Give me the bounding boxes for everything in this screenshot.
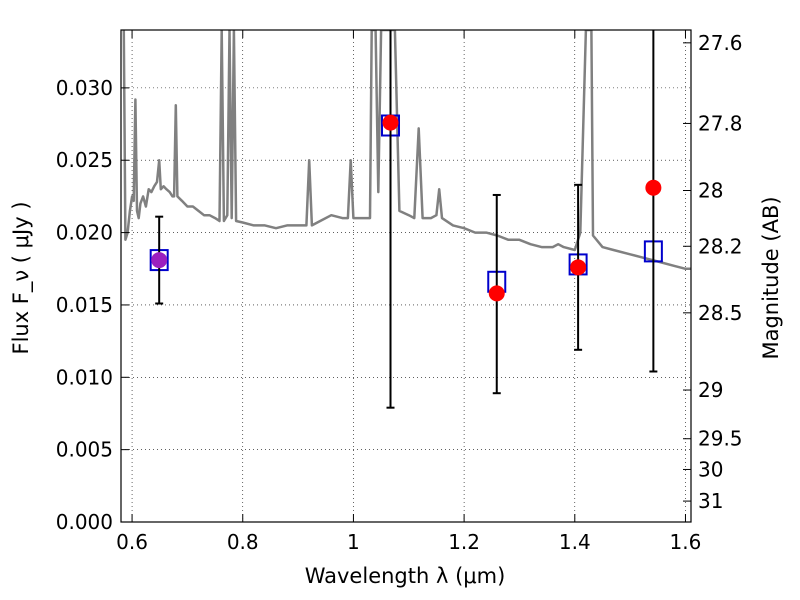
x-axis-label: Wavelength λ (μm) bbox=[305, 564, 506, 588]
x-tick-label: 1 bbox=[347, 530, 360, 554]
x-tick-label: 1.2 bbox=[448, 530, 480, 554]
magnitude-tick-label: 30 bbox=[698, 457, 723, 481]
observed-point bbox=[488, 285, 505, 302]
magnitude-tick-label: 27.8 bbox=[698, 111, 743, 135]
magnitude-tick-label: 28.2 bbox=[698, 234, 743, 258]
x-tick-label: 0.6 bbox=[116, 530, 148, 554]
y-tick-label: 0.005 bbox=[56, 438, 113, 462]
y-axis-label-right: Magnitude (AB) bbox=[759, 196, 783, 359]
magnitude-tick-label: 28.5 bbox=[698, 301, 743, 325]
magnitude-tick-label: 29 bbox=[698, 378, 723, 402]
y-tick-label: 0.015 bbox=[56, 293, 113, 317]
x-tick-label: 1.6 bbox=[670, 530, 702, 554]
plot-frame bbox=[120, 29, 692, 523]
grid-lines bbox=[121, 30, 691, 523]
observed-point bbox=[382, 114, 399, 131]
magnitude-tick-label: 31 bbox=[698, 489, 723, 513]
x-tick-label: 0.8 bbox=[227, 530, 259, 554]
model-spectrum-line bbox=[122, 30, 691, 271]
axes-frame bbox=[120, 29, 692, 523]
y-tick-label: 0.020 bbox=[56, 221, 113, 245]
observed-points-layer bbox=[151, 114, 662, 302]
y-tick-label: 0.030 bbox=[56, 76, 113, 100]
magnitude-tick-label: 29.5 bbox=[698, 427, 743, 451]
observed-point bbox=[151, 252, 168, 269]
magnitude-tick-label: 28 bbox=[698, 178, 723, 202]
y-tick-label: 0.010 bbox=[56, 365, 113, 389]
tick-labels: 0.6 0.8 1 1.2 1.4 1.6 0.000 0.005 0.010 0.015 0.02… bbox=[56, 31, 743, 554]
observed-point bbox=[570, 259, 587, 276]
magnitude-tick-label: 27.6 bbox=[698, 31, 743, 55]
y-axis-label-left: Flux F_ν ( μJy ) bbox=[9, 201, 34, 354]
observed-point bbox=[645, 179, 662, 196]
tick-marks bbox=[121, 30, 691, 523]
model-spectrum-layer bbox=[122, 30, 691, 271]
y-tick-label: 0.025 bbox=[56, 148, 113, 172]
x-tick-label: 1.4 bbox=[559, 530, 591, 554]
y-tick-label: 0.000 bbox=[56, 510, 113, 534]
